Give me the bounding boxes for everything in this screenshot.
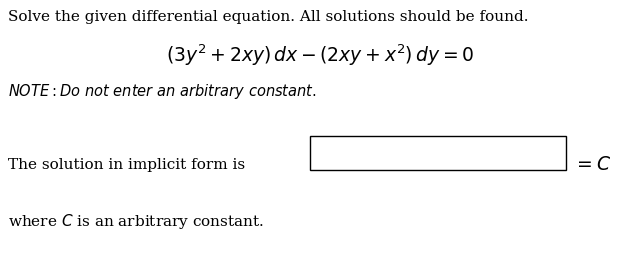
Text: The solution in implicit form is: The solution in implicit form is: [8, 158, 245, 172]
Text: $\mathit{NOTE: Do\ not\ enter\ an\ arbitrary\ constant.}$: $\mathit{NOTE: Do\ not\ enter\ an\ arbit…: [8, 82, 317, 101]
Bar: [310, 136, 566, 170]
Text: $= C$: $= C$: [573, 156, 611, 174]
Text: where $C$ is an arbitrary constant.: where $C$ is an arbitrary constant.: [8, 212, 264, 231]
Text: $(3y^2 + 2xy)\, dx - (2xy + x^2)\, dy = 0$: $(3y^2 + 2xy)\, dx - (2xy + x^2)\, dy = …: [167, 42, 474, 68]
Text: Solve the given differential equation. All solutions should be found.: Solve the given differential equation. A…: [8, 10, 528, 24]
